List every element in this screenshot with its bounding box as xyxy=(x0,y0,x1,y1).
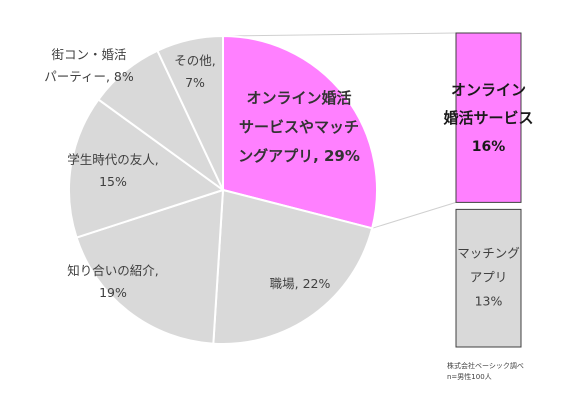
connector-line xyxy=(372,201,457,229)
pie-slice xyxy=(156,34,224,191)
pie-slice xyxy=(222,34,378,230)
pie-slice-label: 街コン・婚活パーティー, 8% xyxy=(44,47,134,84)
pie-slice xyxy=(212,188,374,346)
breakdown-bar xyxy=(455,32,522,348)
pie-slices xyxy=(68,34,378,346)
pie-slice xyxy=(68,98,226,239)
source-notes: 株式会社ベーシック調べ n=男性100人 xyxy=(447,361,524,381)
breakdown-labels: オンライン婚活サービス 16% マッチングアプリ 13% xyxy=(443,81,533,308)
source-note: 株式会社ベーシック調べ xyxy=(447,361,524,370)
pie-labels: オンライン婚活サービスやマッチングアプリ, 29% 職場, 22% 知り合いの紹介,… xyxy=(44,47,360,300)
pie-slice-label: 学生時代の友人, 15% xyxy=(67,152,158,189)
connector-lines xyxy=(222,32,457,229)
bar-segment-label: マッチングアプリ 13% xyxy=(457,245,520,308)
pie-slice-label: 知り合いの紹介, 19% xyxy=(67,263,158,300)
pie-slice-label: オンライン婚活サービスやマッチングアプリ, 29% xyxy=(238,89,360,165)
pie-slice-label: 職場, 22% xyxy=(270,276,331,291)
bar-segment-label: オンライン婚活サービス 16% xyxy=(443,81,533,155)
bar-segment xyxy=(455,208,522,348)
connector-line xyxy=(222,32,457,37)
pie-slice-label: その他, 7% xyxy=(174,53,215,90)
pie-slice xyxy=(75,188,225,345)
source-note: n=男性100人 xyxy=(447,372,492,381)
bar-segment xyxy=(455,32,522,203)
